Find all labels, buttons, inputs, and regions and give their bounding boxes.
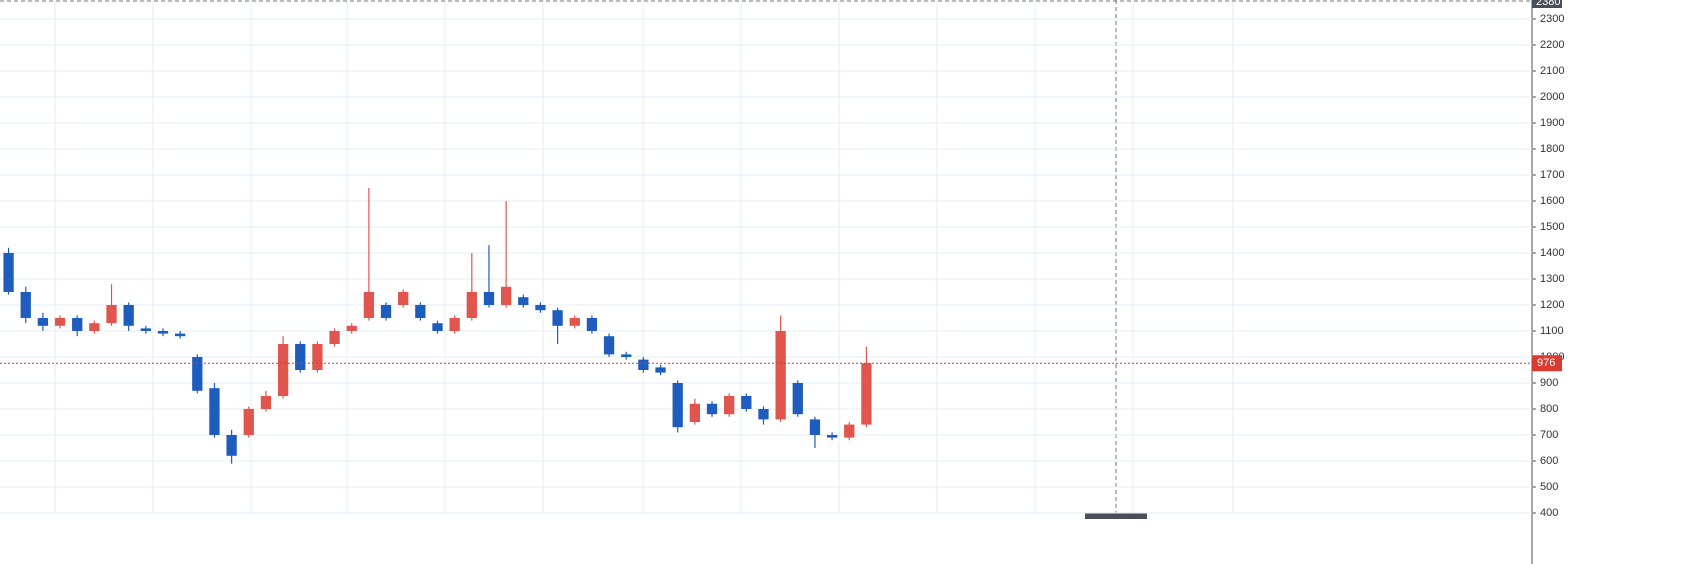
- candle-body: [844, 424, 855, 438]
- candle-body: [3, 252, 14, 292]
- candle-body: [603, 336, 615, 355]
- candle-body: [37, 317, 49, 326]
- candle-body: [312, 343, 323, 370]
- candle-body: [89, 323, 100, 331]
- y-tick-label: 500: [1540, 481, 1558, 493]
- candle-body: [72, 317, 83, 331]
- y-tick-label: 1600: [1540, 195, 1564, 207]
- candle-body: [209, 388, 220, 435]
- candle-body: [569, 317, 580, 326]
- y-tick-label: 2100: [1540, 65, 1564, 77]
- candle-body: [432, 323, 443, 331]
- candle-body: [792, 382, 803, 415]
- candle-body: [175, 333, 186, 337]
- y-tick-label: 600: [1540, 455, 1558, 467]
- y-tick-label: 700: [1540, 429, 1558, 441]
- candle-body: [140, 328, 151, 331]
- candle-body: [380, 304, 392, 318]
- y-tick-label: 1300: [1540, 273, 1564, 285]
- candle-body: [260, 395, 272, 409]
- candle-body: [535, 304, 546, 311]
- candle-body: [20, 291, 31, 318]
- y-tick-label: 1100: [1540, 325, 1564, 337]
- crosshair-time-box: [1085, 513, 1147, 519]
- candle-body: [363, 291, 375, 318]
- candle-body: [54, 317, 66, 326]
- y-tick-label: 1900: [1540, 117, 1564, 129]
- y-tick-label: 800: [1540, 403, 1558, 415]
- candle-body: [672, 382, 683, 428]
- candle-body: [724, 395, 735, 415]
- vertical-grid: [54, 0, 1234, 513]
- candle-body: [861, 363, 872, 425]
- candle-body: [398, 291, 409, 305]
- y-tick-label: 2300: [1540, 13, 1564, 25]
- candle-body: [809, 419, 821, 435]
- candle-body: [706, 403, 718, 415]
- crosshair-price-box: [1532, 0, 1562, 8]
- last-price-label: 976: [1537, 357, 1555, 369]
- y-tick-label: 1200: [1540, 299, 1564, 311]
- candle-body: [741, 395, 752, 409]
- candle-body: [157, 330, 169, 334]
- candle-body: [226, 434, 237, 456]
- candle-body: [518, 297, 529, 305]
- candle-body: [655, 367, 666, 373]
- candle-body: [483, 291, 495, 305]
- crosshair-price-label: 2380: [1536, 0, 1560, 8]
- candle-body: [826, 434, 838, 438]
- y-tick-label: 900: [1540, 377, 1558, 389]
- y-tick-label: 2000: [1540, 91, 1564, 103]
- candle-body: [346, 325, 357, 331]
- y-tick-label: 1400: [1540, 247, 1564, 259]
- candle-body: [689, 403, 700, 422]
- y-tick-label: 2200: [1540, 39, 1564, 51]
- y-tick-label: 1500: [1540, 221, 1564, 233]
- candle-body: [123, 304, 134, 326]
- candle-body: [329, 330, 340, 344]
- y-tick-label: 400: [1540, 507, 1558, 519]
- last-price-box: [1532, 355, 1562, 372]
- candle-body: [500, 286, 512, 305]
- candle-body: [552, 310, 563, 326]
- candle-body: [415, 304, 426, 318]
- candle-body: [243, 408, 254, 435]
- candle-body: [758, 408, 769, 420]
- y-tick-label: 1700: [1540, 169, 1564, 181]
- candle-body: [192, 356, 203, 391]
- candle-body: [449, 317, 460, 331]
- candle-body: [466, 291, 477, 318]
- candle-body: [295, 343, 306, 370]
- candle-body: [775, 330, 786, 420]
- candle-body: [106, 304, 117, 324]
- candle-body: [586, 317, 598, 331]
- candle-body: [621, 354, 632, 357]
- candle-body: [277, 343, 289, 396]
- y-tick-label: 1800: [1540, 143, 1564, 155]
- candle-body: [638, 359, 649, 370]
